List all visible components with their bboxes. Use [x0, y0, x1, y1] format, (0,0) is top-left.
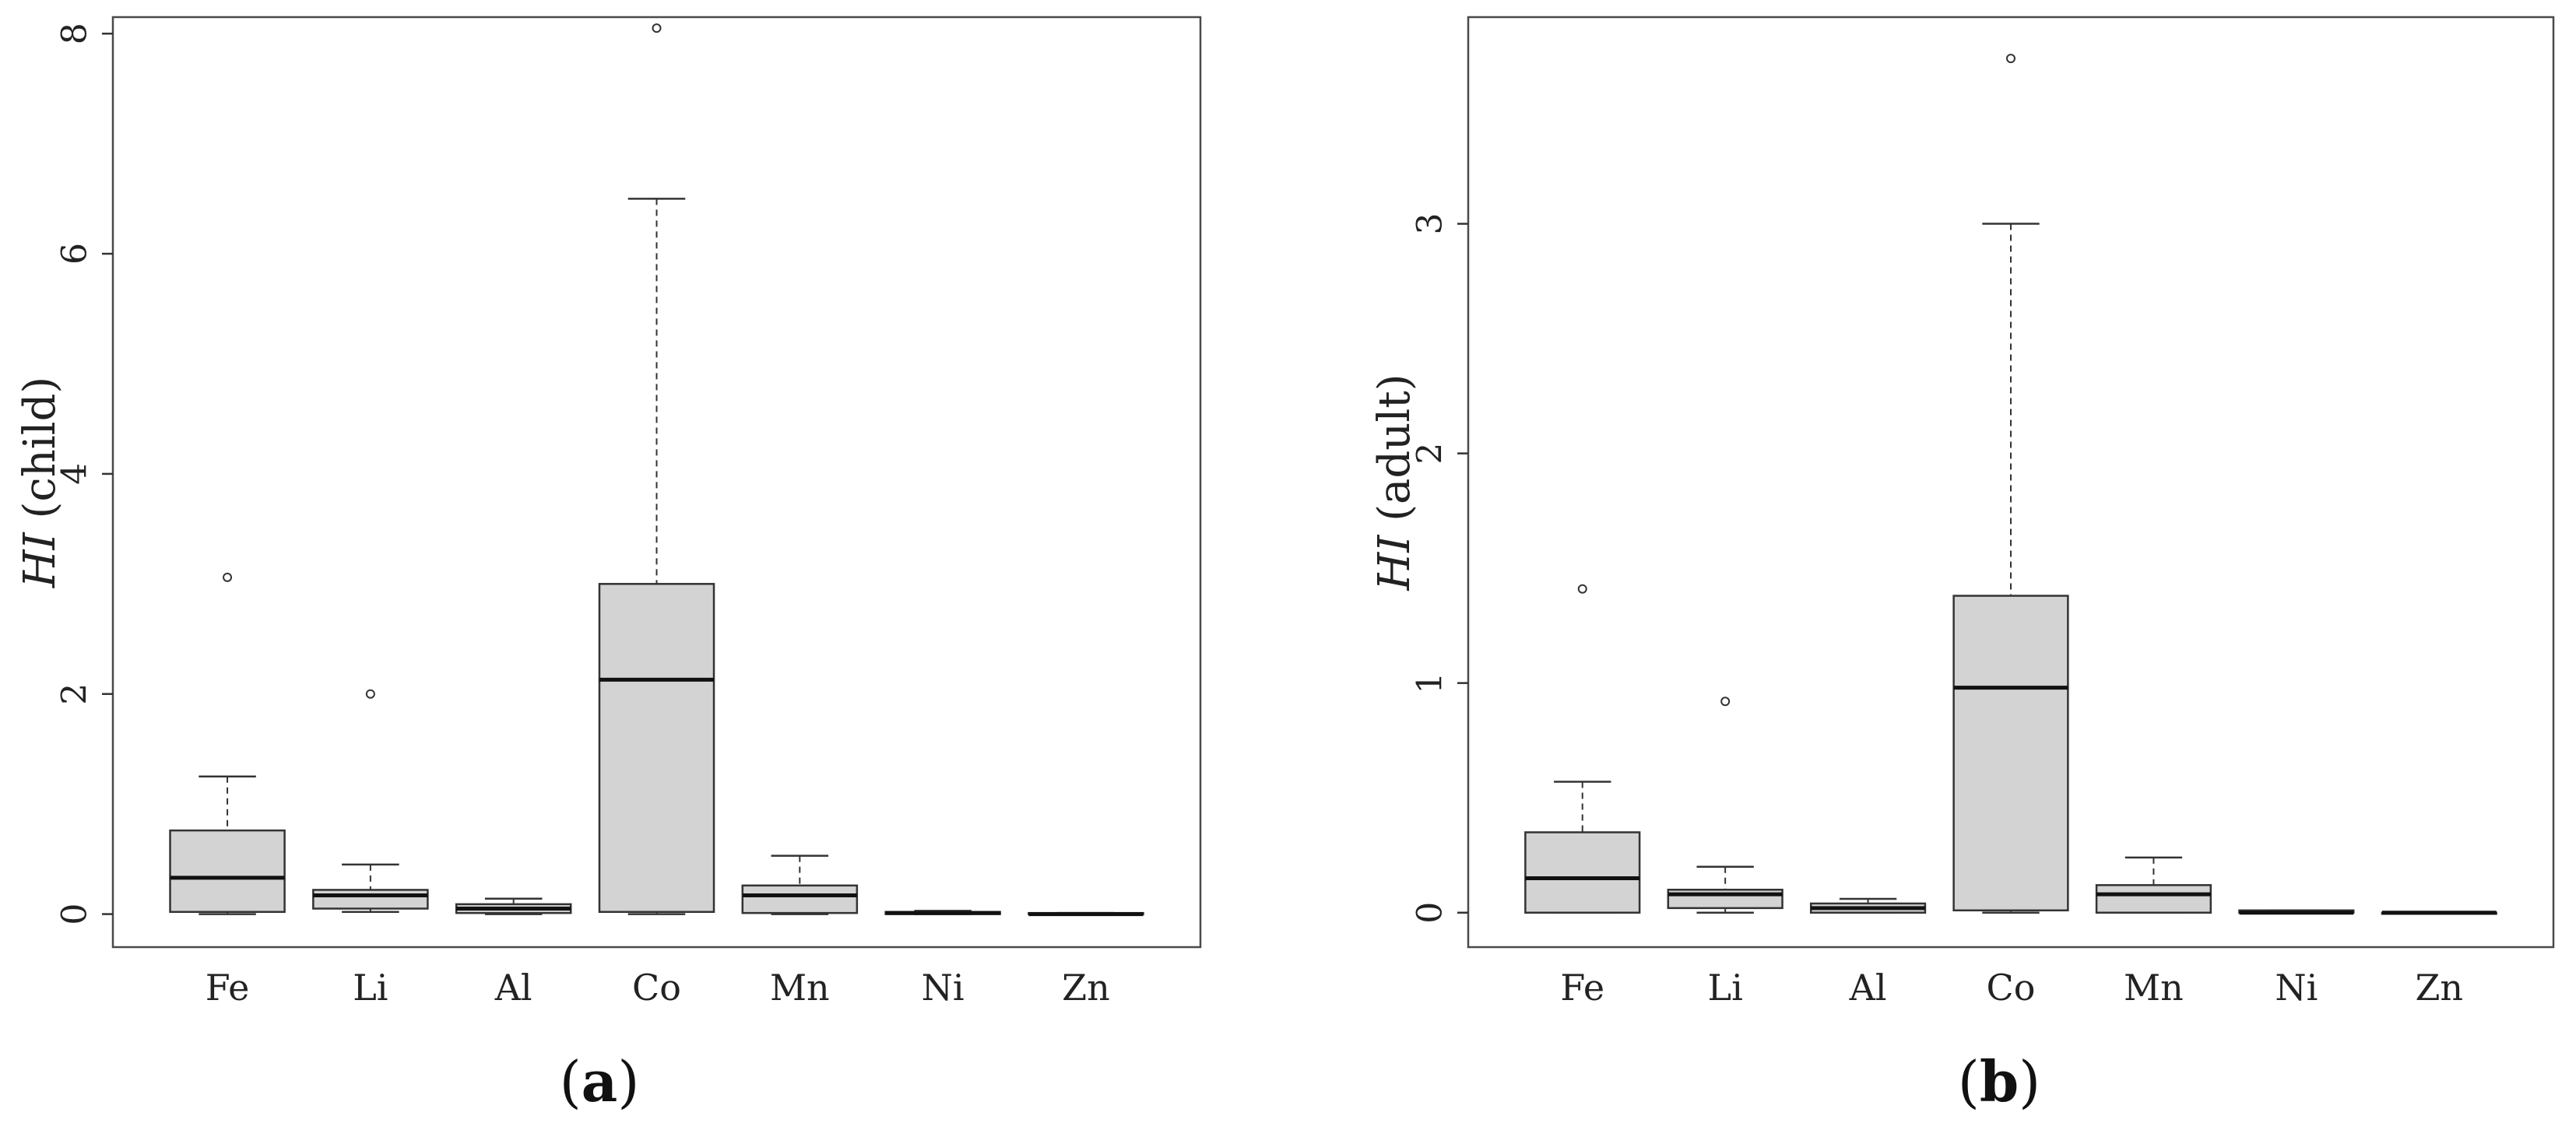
box-fe [169, 572, 286, 915]
category-label: Mn [2124, 967, 2184, 1009]
category-label: Mn [770, 967, 830, 1009]
box-mn [741, 855, 859, 915]
category-label: Co [1987, 967, 2036, 1009]
panel-b-adult: 0 1 2 3 HI (adult) Fe Li Al Co Mn Ni Zn (b) [1369, 16, 2555, 1114]
plot-frame [111, 16, 1202, 949]
box-al [1809, 897, 1927, 914]
box-zn [1028, 911, 1144, 917]
category-label: Li [353, 967, 388, 1009]
category-label: Zn [1062, 967, 1110, 1009]
category-label: Al [1849, 967, 1887, 1009]
panel-label-letter: a [582, 1048, 618, 1114]
iqr-box [1952, 595, 2069, 912]
category-label: Fe [1560, 967, 1604, 1009]
y-tick-label: 4 [55, 463, 95, 485]
box-li [1667, 697, 1784, 914]
category-label: Fe [206, 967, 250, 1009]
iqr-box [1524, 831, 1641, 914]
y-tick-label: 0 [1411, 902, 1450, 924]
y-tick-label: 6 [55, 243, 95, 265]
iqr-box [169, 829, 286, 913]
panel-label-close: ) [617, 1049, 639, 1114]
panel-label: (a) [560, 1048, 640, 1114]
iqr-box [741, 884, 859, 914]
panel-label-open: ( [560, 1049, 582, 1114]
panel-label: (b) [1958, 1048, 2041, 1114]
y-tick-label: 3 [1411, 213, 1450, 235]
y-tick-label: 8 [55, 23, 95, 44]
y-tick-label: 2 [55, 683, 95, 705]
outlier-point [1720, 697, 1731, 707]
category-label: Li [1708, 967, 1743, 1009]
box-mn [2095, 856, 2212, 914]
outlier-point [652, 23, 662, 33]
outlier-point [223, 572, 233, 582]
category-label: Ni [2275, 967, 2318, 1009]
box-li [312, 689, 429, 913]
box-co [598, 23, 715, 915]
panel-label-open: ( [1958, 1049, 1980, 1114]
plot-frame [1467, 16, 2555, 949]
y-axis-label-symbol: HI [15, 531, 65, 588]
box-al [455, 897, 572, 915]
box-zn [2381, 911, 2497, 915]
category-label: Al [494, 967, 532, 1009]
y-tick-label: 0 [55, 904, 95, 925]
iqr-box [598, 583, 715, 913]
y-axis-label: HI (adult) [1369, 374, 1420, 591]
outlier-point [1577, 584, 1587, 594]
iqr-box [2095, 884, 2212, 914]
panel-a-child: 0 2 4 6 8 HI (child) Fe Li Al Co Mn Ni Zn (a) [15, 16, 1202, 1114]
outlier-point [2006, 54, 2015, 64]
panel-label-close: ) [2019, 1049, 2040, 1114]
box-co [1952, 54, 2069, 914]
category-label: Zn [2415, 967, 2463, 1009]
box-ni [884, 910, 1001, 915]
outlier-point [365, 689, 375, 699]
y-axis-label-text: (child) [15, 377, 65, 533]
iqr-box [312, 889, 429, 910]
y-axis-label: HI (child) [15, 377, 65, 589]
y-tick-label: 2 [1411, 443, 1450, 465]
box-ni [2238, 909, 2355, 915]
y-axis-label-symbol: HI [1369, 534, 1420, 591]
y-tick-label: 1 [1411, 672, 1450, 694]
panel-label-letter: b [1980, 1048, 2019, 1114]
category-label: Co [632, 967, 681, 1009]
box-fe [1524, 584, 1641, 914]
category-label: Ni [922, 967, 965, 1009]
y-axis-label-text: (adult) [1369, 374, 1420, 535]
